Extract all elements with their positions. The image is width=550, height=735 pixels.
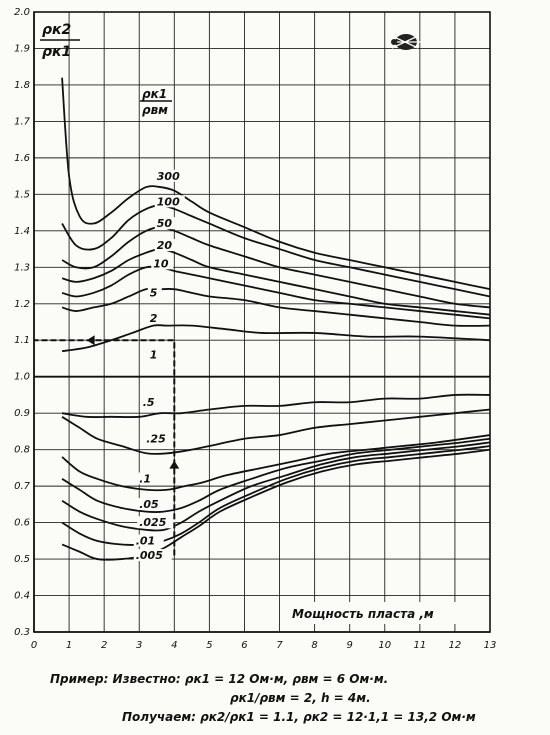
y-tick-label: 2.0 [14, 7, 30, 18]
series-label: 10 [153, 257, 169, 270]
series-label: .01 [136, 534, 156, 547]
series-label-backdrop [147, 348, 162, 361]
tick-labels: 0 1 2 3 4 5 6 7 8 9 10 11 12 130.30.40.50.60.70.80.91… [14, 7, 496, 651]
series-label: .1 [139, 472, 151, 485]
x-tick-label: 9 [347, 640, 353, 651]
emblem-icon [390, 34, 422, 50]
y-tick-label: 0.5 [14, 554, 30, 565]
y-tick-label: 1.5 [14, 189, 30, 200]
series-label: 2 [150, 312, 158, 325]
series-line [61, 226, 491, 309]
y-tick-label: 0.7 [14, 481, 31, 492]
example-path [34, 335, 180, 556]
y-tick-label: 1.8 [14, 80, 30, 91]
plot-frame [33, 11, 491, 633]
series-line [61, 437, 491, 514]
series-label-backdrop [147, 286, 162, 299]
series-line [61, 77, 491, 291]
series-label-backdrop [151, 257, 174, 270]
example-guide-line [34, 339, 176, 556]
param-label-denominator: ρвм [142, 103, 168, 117]
y-tick-label: 1.4 [14, 226, 30, 237]
x-axis-label: Мощность пласта ,м [292, 607, 434, 621]
series-label: 1 [150, 348, 158, 361]
x-tick-label: 7 [276, 640, 283, 651]
series-label-backdrop [154, 195, 185, 208]
x-tick-label: 1 [66, 640, 72, 651]
curve-labels: 300 100 50 20 10 5 2 1 .5 .25 .1 .05 .025 .01 .005 [133, 169, 185, 562]
series-label-backdrop [137, 472, 160, 485]
series-label-backdrop [154, 239, 177, 252]
series-label-backdrop [154, 217, 177, 230]
example-arrow-left [86, 335, 95, 346]
series-line [61, 324, 491, 353]
y-tick-label: 0.3 [14, 627, 30, 638]
ylabel-numerator: ρк2 [42, 22, 71, 38]
series-label-backdrop [137, 498, 168, 510]
y-tick-label: 1.9 [14, 43, 30, 54]
series-line [61, 265, 491, 320]
y-tick-label: 0.9 [14, 408, 30, 419]
xlabel-backdrop [286, 602, 472, 624]
x-tick-label: 0 [31, 640, 37, 651]
series-line [61, 434, 491, 492]
example-line-2: ρк1/ρвм = 2, h = 4м. [230, 691, 371, 705]
y-tick-label: 1.7 [14, 116, 31, 127]
y-tick-label: 1.0 [14, 372, 30, 383]
x-tick-label: 3 [136, 640, 142, 651]
series-label: 5 [150, 286, 158, 299]
x-tick-label: 4 [171, 640, 177, 651]
series-line [61, 248, 491, 316]
x-tick-label: 5 [206, 640, 212, 651]
series-label: .025 [139, 516, 166, 529]
x-tick-label: 10 [378, 640, 391, 651]
x-tick-label: 11 [413, 640, 426, 651]
y-tick-label: 0.8 [14, 445, 30, 456]
series-line [61, 393, 491, 418]
series-label-backdrop [137, 516, 176, 529]
y-tick-label: 1.3 [14, 262, 30, 273]
series-line [61, 408, 491, 455]
y-tick-label: 1.6 [14, 153, 30, 164]
example-line-3: Получаем: ρк2/ρк1 = 1.1, ρк2 = 12·1,1 = … [122, 710, 476, 724]
x-tick-label: 8 [311, 640, 317, 651]
series-label: 300 [157, 170, 180, 183]
series-line [61, 441, 491, 532]
x-tick-label: 6 [241, 640, 247, 651]
series-label: .25 [146, 432, 166, 445]
series-line [61, 445, 491, 546]
curves [34, 77, 491, 561]
grid [33, 11, 491, 633]
series-label: .005 [136, 549, 163, 562]
series-line [61, 287, 491, 327]
x-tick-label: 12 [449, 640, 462, 651]
ylabel-denominator: ρк1 [42, 44, 71, 60]
series-label: 50 [157, 217, 173, 230]
example-arrow-up [169, 460, 180, 469]
series-label: 100 [157, 195, 180, 208]
x-tick-label: 2 [101, 640, 107, 651]
series-line [61, 448, 491, 561]
series-label: 20 [157, 239, 173, 252]
series-label-backdrop [154, 169, 185, 182]
param-label-numerator: ρк1 [142, 87, 167, 101]
x-tick-label: 13 [484, 640, 497, 651]
series-label: .5 [143, 396, 155, 409]
series-label-backdrop [133, 549, 172, 562]
series-label-backdrop [133, 534, 164, 547]
y-tick-label: 1.2 [14, 299, 30, 310]
series-label: .05 [139, 498, 159, 511]
series-label-backdrop [140, 395, 163, 408]
y-tick-label: 1.1 [14, 335, 30, 346]
example-line-1: Пример: Известно: ρк1 = 12 Ом·м, ρвм = 6… [50, 672, 389, 686]
series-label-backdrop [147, 312, 162, 324]
series-label-backdrop [144, 432, 175, 445]
y-tick-label: 0.4 [14, 591, 30, 602]
y-tick-label: 0.6 [14, 518, 30, 529]
series-line [61, 204, 491, 298]
